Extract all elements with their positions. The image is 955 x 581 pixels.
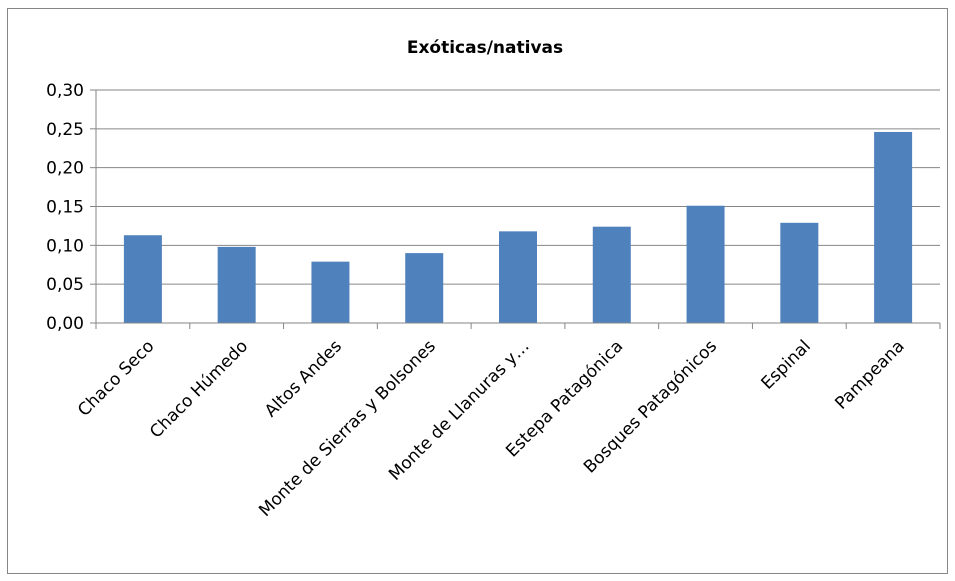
- bar: [780, 222, 819, 323]
- y-tick-label: 0,25: [46, 120, 84, 140]
- chart-frame: Exóticas/nativas 0,00 0,05 0,10 0,15 0,20 0,2…: [7, 8, 948, 574]
- x-category-label: Pampeana: [831, 336, 908, 413]
- y-tick-label: 0,30: [46, 81, 84, 101]
- y-tick-label: 0,05: [46, 275, 84, 295]
- y-tick-label: 0,20: [46, 159, 84, 179]
- x-category-label: Monte de Sierras y Bolsones: [255, 336, 440, 521]
- x-category-label: Chaco Seco: [74, 336, 158, 420]
- bar: [874, 131, 913, 323]
- x-category-label: Espinal: [758, 336, 815, 393]
- bar: [499, 231, 537, 323]
- bar: [592, 226, 631, 323]
- chart-title: Exóticas/nativas: [407, 38, 563, 58]
- y-tick-label: 0,00: [46, 314, 84, 334]
- axes: [95, 90, 941, 329]
- bars: [123, 131, 913, 323]
- bar: [311, 261, 350, 323]
- y-tick-labels: 0,00 0,05 0,10 0,15 0,20 0,25 0,30: [46, 81, 84, 334]
- x-category-label: Altos Andes: [261, 336, 346, 421]
- bar: [123, 235, 162, 323]
- y-tick-label: 0,15: [46, 198, 84, 218]
- chart-svg: Exóticas/nativas 0,00 0,05 0,10 0,15 0,20 0,2…: [46, 38, 941, 521]
- bar: [405, 253, 444, 323]
- bar: [217, 246, 256, 323]
- y-tick-label: 0,10: [46, 236, 84, 256]
- x-category-label: Chaco Húmedo: [146, 336, 252, 442]
- bar: [686, 205, 725, 323]
